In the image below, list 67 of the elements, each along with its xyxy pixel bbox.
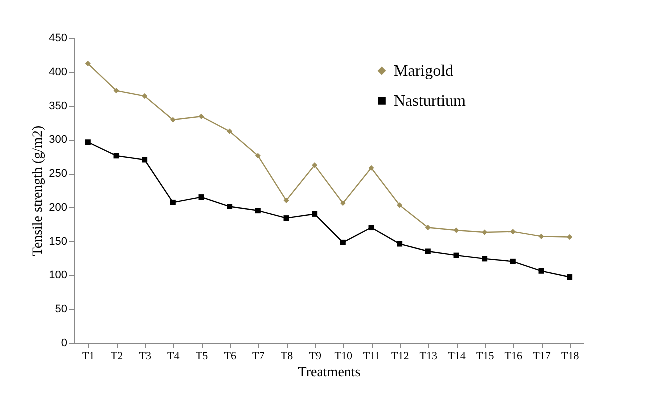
point: [85, 140, 91, 146]
point: [340, 240, 346, 246]
legend-label: Marigold: [394, 63, 454, 80]
point: [567, 274, 573, 280]
point: [368, 225, 374, 231]
point: [510, 229, 516, 235]
y-tick-label: 0: [61, 338, 68, 350]
point: [170, 200, 176, 206]
point: [538, 234, 544, 240]
point: [284, 198, 290, 204]
point: [425, 248, 431, 254]
point: [397, 202, 403, 208]
x-tick-label: T1: [82, 350, 95, 362]
x-tick-label: T13: [420, 350, 438, 362]
point: [170, 117, 176, 123]
x-tick-label: T14: [448, 350, 466, 362]
point: [85, 61, 91, 66]
x-tick-label: T6: [224, 350, 237, 362]
x-tick-label: T7: [252, 350, 266, 362]
point: [142, 94, 148, 100]
x-tick-label: T5: [196, 350, 209, 362]
x-tick-label: T12: [391, 350, 410, 362]
x-tick-label: T18: [561, 350, 580, 362]
point: [510, 258, 516, 264]
point: [340, 200, 346, 206]
point: [227, 128, 233, 134]
point: [368, 165, 374, 171]
point: [114, 88, 120, 94]
y-axis-title: Tensile strength (g/m2): [31, 125, 46, 256]
x-tick-label: T9: [309, 350, 322, 362]
x-axis-title: Treatments: [298, 366, 361, 380]
y-tick-label: 50: [55, 304, 68, 316]
y-tick-label: 450: [49, 32, 68, 44]
y-tick-label: 250: [49, 168, 68, 180]
point: [284, 216, 290, 222]
point: [454, 252, 460, 258]
point: [255, 208, 261, 214]
point: [425, 225, 431, 231]
point: [312, 162, 318, 168]
point: [312, 211, 318, 217]
x-tick-label: T4: [168, 350, 180, 362]
point: [198, 194, 204, 200]
x-tick-label: T8: [280, 350, 294, 362]
point: [227, 204, 233, 210]
x-tick-label: T10: [334, 350, 354, 362]
y-tick-label: 200: [49, 202, 68, 214]
point: [538, 268, 544, 274]
point: [142, 157, 148, 163]
x-tick-label: T3: [139, 350, 152, 362]
point: [454, 228, 460, 234]
legend-label: Nasturtium: [394, 93, 467, 110]
x-tick-label: T15: [476, 350, 495, 362]
point: [482, 256, 488, 262]
y-tick-label: 300: [49, 134, 68, 146]
y-tick-label: 400: [49, 66, 68, 78]
point: [397, 241, 403, 247]
point: [198, 114, 204, 120]
y-tick-label: 350: [49, 100, 68, 112]
x-tick-label: T2: [110, 350, 124, 362]
point: [567, 234, 573, 240]
x-tick-label: T17: [533, 350, 552, 362]
point: [255, 153, 261, 159]
point: [114, 153, 120, 159]
y-tick-label: 150: [49, 236, 68, 248]
x-tick-label: T11: [363, 350, 381, 362]
y-tick-label: 100: [49, 270, 68, 282]
x-tick-label: T16: [504, 350, 524, 362]
